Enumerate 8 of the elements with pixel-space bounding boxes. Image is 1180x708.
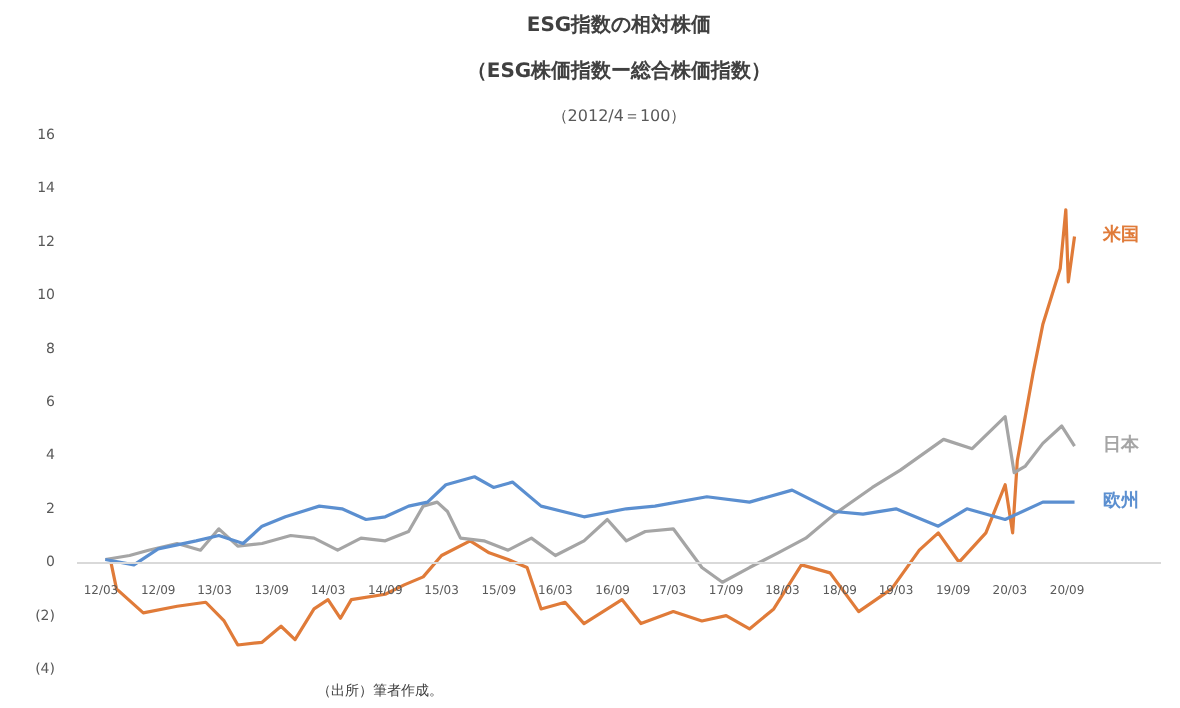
line-series: [103, 475, 1077, 567]
line-series: [103, 415, 1077, 584]
chart-subtitle: （ESG株価指数ー総合株価指数）: [466, 59, 772, 83]
text: （2012/4＝100）: [551, 107, 687, 125]
series-label: 米国: [1100, 224, 1139, 247]
series-label: 欧州: [1102, 490, 1139, 513]
series-label: 日本: [1102, 434, 1141, 457]
chart-title: ESG指数の相対株価: [526, 13, 712, 37]
